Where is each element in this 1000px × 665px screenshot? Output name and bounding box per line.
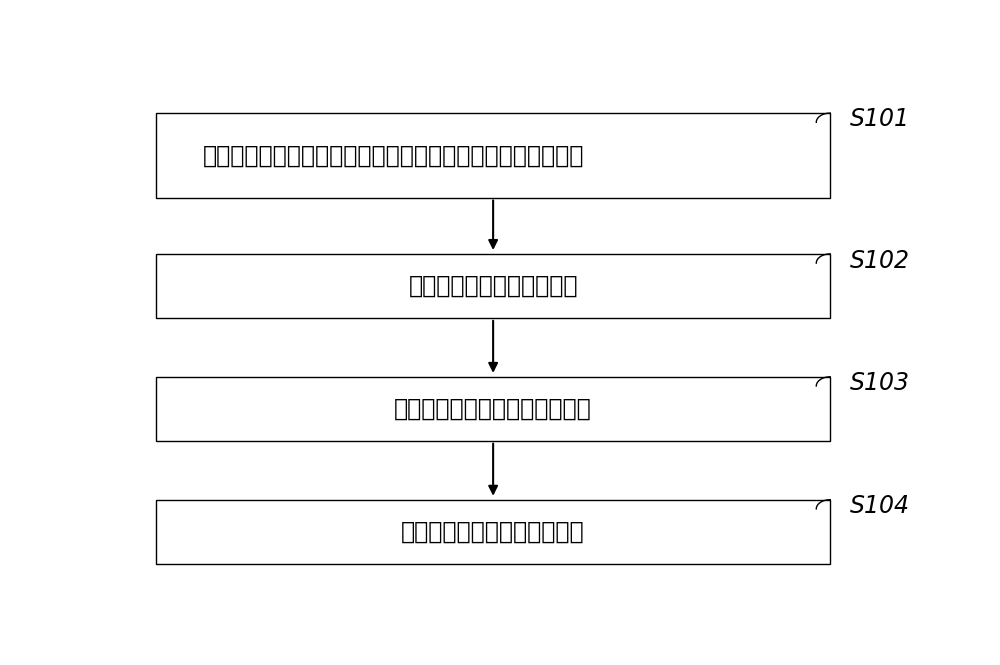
Text: 提取训练样本及目标图像的特征: 提取训练样本及目标图像的特征 <box>394 397 592 421</box>
Text: S102: S102 <box>850 249 910 273</box>
Text: 估计目标图像中肾脏的位置: 估计目标图像中肾脏的位置 <box>408 274 578 298</box>
Text: S104: S104 <box>850 494 910 518</box>
FancyBboxPatch shape <box>156 113 830 198</box>
Text: S103: S103 <box>850 372 910 396</box>
FancyBboxPatch shape <box>156 254 830 318</box>
Text: 训练随机森林并完成目标分割: 训练随机森林并完成目标分割 <box>401 519 585 544</box>
FancyBboxPatch shape <box>156 499 830 564</box>
Text: 基于训练样本分别建立高对比度器官及低对比度器官均值模型: 基于训练样本分别建立高对比度器官及低对比度器官均值模型 <box>202 144 584 168</box>
FancyBboxPatch shape <box>156 377 830 441</box>
Text: S101: S101 <box>850 107 910 131</box>
